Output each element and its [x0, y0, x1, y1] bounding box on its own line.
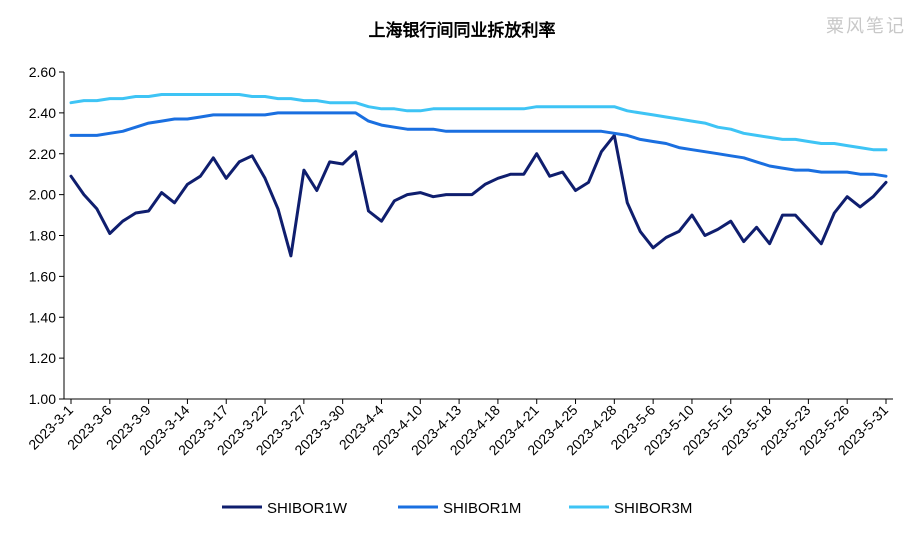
y-tick-label: 1.60 — [29, 268, 56, 284]
series-line-shibor1w — [69, 133, 888, 258]
y-tick-label: 2.00 — [29, 187, 56, 203]
series-layer — [69, 93, 888, 258]
watermark: 粟风笔记 — [826, 16, 906, 37]
y-tick-label: 2.20 — [29, 146, 56, 162]
legend-label: SHIBOR1W — [267, 500, 348, 517]
y-tick-label: 1.00 — [29, 391, 56, 407]
series-line-shibor1m — [69, 111, 888, 178]
chart-title: 上海银行间同业拆放利率 — [369, 20, 556, 41]
legend-label: SHIBOR1M — [443, 500, 521, 517]
y-tick-label: 1.80 — [29, 228, 56, 244]
y-tick-label: 2.60 — [29, 64, 56, 80]
legend-label: SHIBOR3M — [614, 500, 692, 517]
legend: SHIBOR1W SHIBOR1M SHIBOR3M — [222, 500, 692, 517]
series-line-shibor3m — [69, 93, 888, 152]
y-tick-label: 1.20 — [29, 350, 56, 366]
y-tick-label: 1.40 — [29, 309, 56, 325]
y-tick-label: 2.40 — [29, 105, 56, 121]
